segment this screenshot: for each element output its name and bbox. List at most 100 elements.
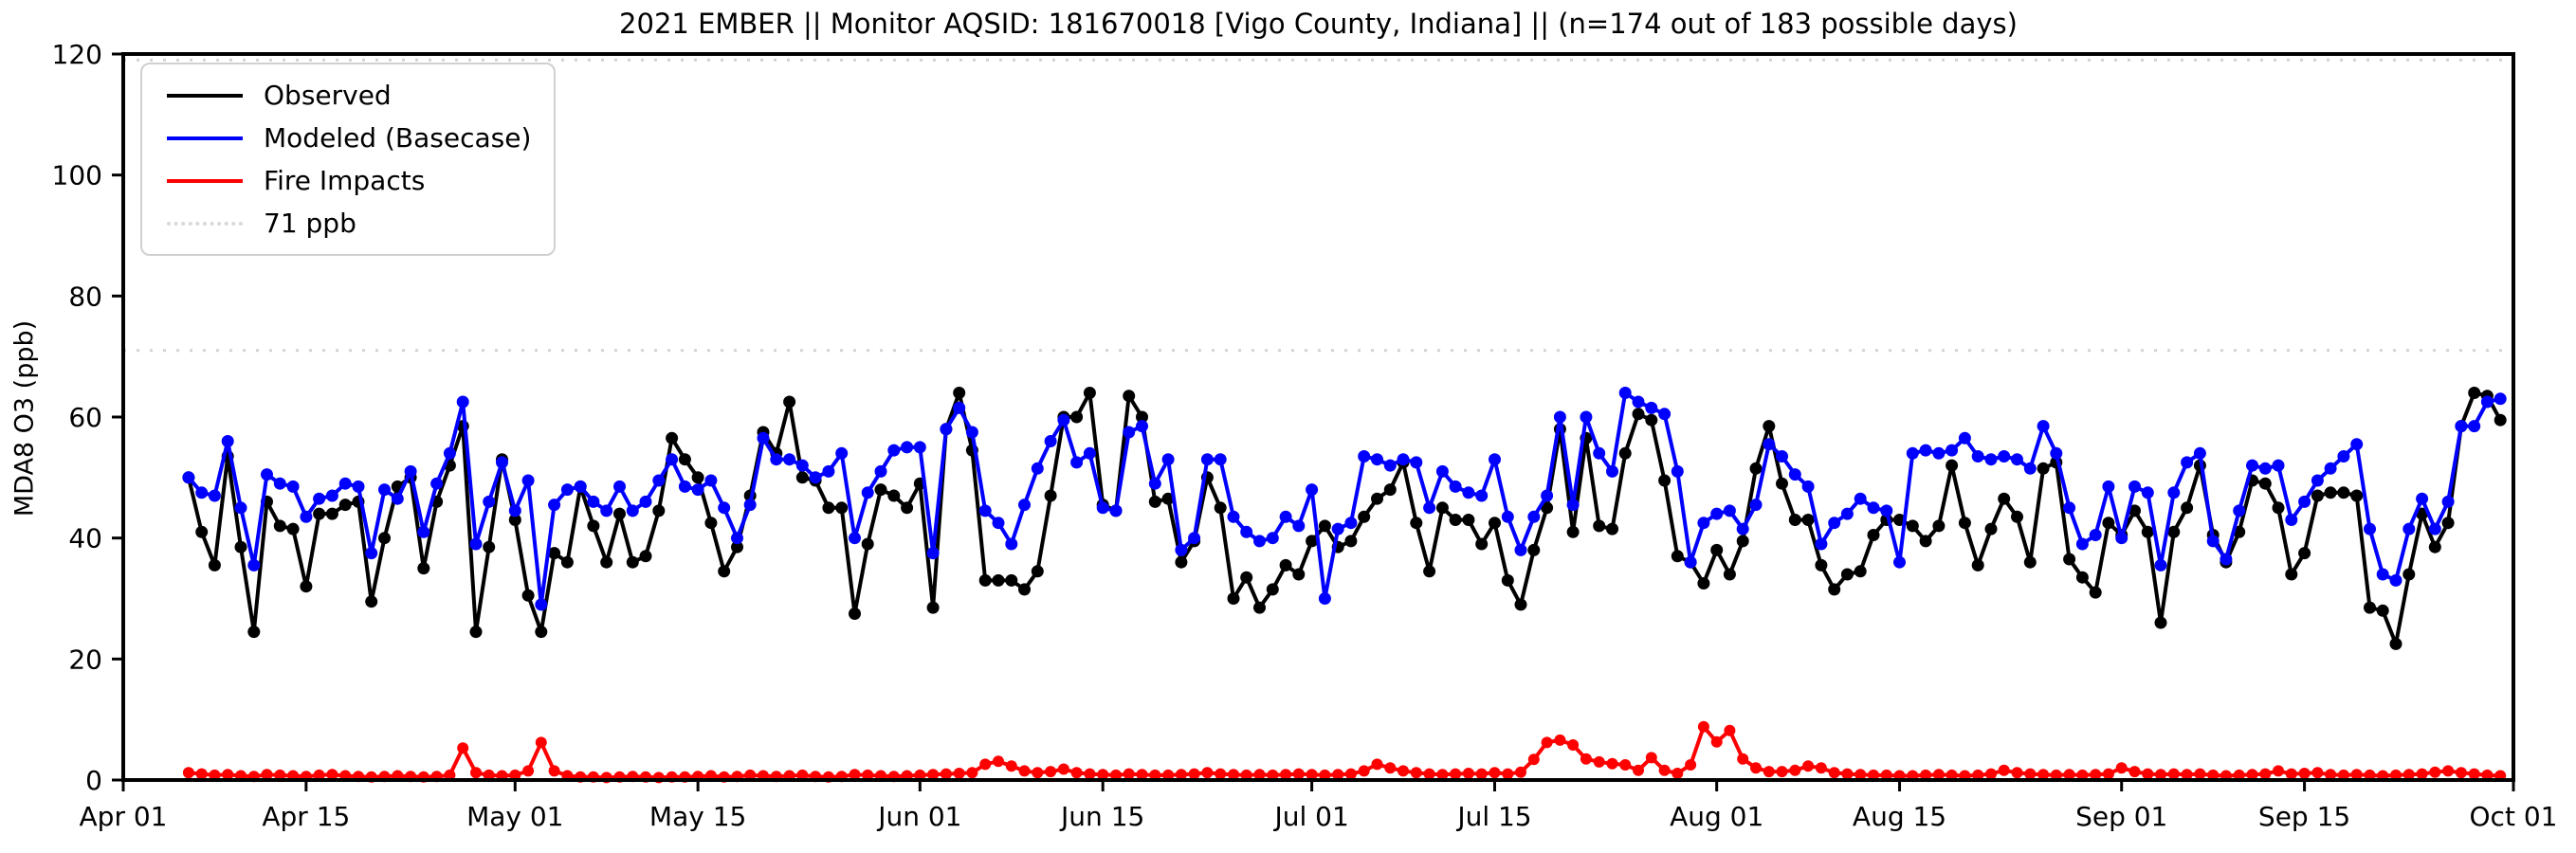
data-point	[182, 471, 195, 484]
data-point	[1854, 769, 1867, 781]
x-tick-label: Jul 01	[1272, 801, 1348, 832]
data-point	[1828, 517, 1841, 530]
data-point	[2023, 462, 2037, 475]
data-point	[1632, 395, 1645, 408]
data-point	[652, 474, 666, 487]
data-point	[2102, 517, 2115, 530]
data-point	[1737, 753, 1749, 765]
data-point	[521, 474, 535, 487]
data-point	[691, 483, 704, 497]
data-point	[2181, 769, 2193, 781]
data-point	[1032, 767, 1044, 779]
data-point	[1228, 769, 1239, 781]
data-point	[2089, 586, 2102, 599]
data-point	[2142, 768, 2154, 780]
data-point	[1214, 453, 1227, 466]
data-point	[1044, 435, 1057, 447]
data-point	[326, 769, 338, 781]
data-point	[365, 595, 378, 608]
data-point	[2324, 486, 2337, 499]
data-point	[522, 765, 535, 777]
data-point	[286, 480, 300, 493]
data-point	[1580, 753, 1592, 765]
data-point	[1109, 504, 1123, 517]
data-point	[1397, 453, 1410, 466]
data-point	[2402, 769, 2415, 781]
data-point	[613, 480, 626, 493]
data-point	[927, 769, 940, 781]
data-point	[2350, 769, 2363, 781]
data-point	[1867, 529, 1880, 541]
data-point	[1462, 514, 1475, 526]
data-point	[1358, 510, 1371, 523]
data-point	[1398, 765, 1409, 777]
data-point	[2167, 486, 2181, 499]
data-point	[1880, 504, 1893, 517]
data-point	[1423, 565, 1436, 578]
data-point	[639, 495, 652, 508]
data-point	[1749, 462, 1763, 475]
data-point	[835, 446, 849, 460]
data-point	[1958, 431, 1971, 445]
data-point	[1344, 535, 1358, 548]
data-point	[2246, 769, 2258, 781]
data-point	[2494, 392, 2507, 406]
data-point	[1906, 519, 1919, 533]
data-point	[822, 464, 835, 478]
data-point	[1358, 450, 1371, 463]
data-point	[2416, 768, 2428, 780]
data-point	[1932, 769, 1945, 781]
data-point	[1489, 453, 1501, 466]
data-point	[1514, 598, 1527, 611]
data-point	[587, 495, 600, 508]
data-point	[1449, 480, 1462, 493]
data-point	[2181, 501, 2194, 515]
data-point	[2220, 553, 2233, 566]
data-point	[1175, 555, 1188, 569]
data-point	[1880, 769, 1892, 781]
data-point	[430, 477, 444, 490]
data-point	[2350, 438, 2364, 451]
data-point	[1018, 499, 1031, 512]
data-point	[2128, 766, 2141, 778]
data-point	[666, 431, 679, 445]
data-point	[261, 468, 273, 481]
data-point	[2258, 462, 2272, 475]
data-point	[626, 504, 639, 517]
data-point	[1671, 550, 1684, 563]
data-point	[209, 769, 221, 781]
data-point	[1541, 489, 1554, 502]
data-point	[2390, 769, 2402, 781]
data-point	[913, 441, 926, 454]
data-point	[626, 555, 639, 569]
data-point	[2154, 616, 2167, 629]
data-point	[2259, 768, 2272, 780]
data-point	[325, 489, 338, 502]
data-point	[2364, 601, 2376, 614]
data-point	[417, 525, 430, 538]
data-point	[2154, 558, 2167, 572]
data-point	[1502, 768, 1514, 780]
data-point	[1789, 764, 1801, 776]
data-point	[1371, 492, 1383, 505]
x-tick-label: Jun 01	[876, 801, 961, 832]
data-point	[1044, 489, 1057, 502]
data-point	[2376, 604, 2389, 617]
data-point	[274, 769, 286, 781]
data-point	[914, 769, 926, 781]
data-point	[521, 589, 535, 602]
data-point	[2298, 495, 2311, 508]
data-point	[2481, 769, 2494, 781]
data-point	[509, 769, 521, 781]
data-point	[978, 573, 992, 587]
data-point	[2023, 555, 2037, 569]
data-point	[965, 426, 978, 439]
data-point	[2246, 459, 2258, 472]
data-point	[560, 483, 574, 497]
data-point	[1815, 537, 1828, 551]
data-point	[1828, 583, 1841, 596]
data-point	[1972, 769, 1984, 781]
data-point	[1201, 767, 1214, 779]
data-point	[1110, 769, 1122, 781]
data-point	[1710, 735, 1723, 748]
